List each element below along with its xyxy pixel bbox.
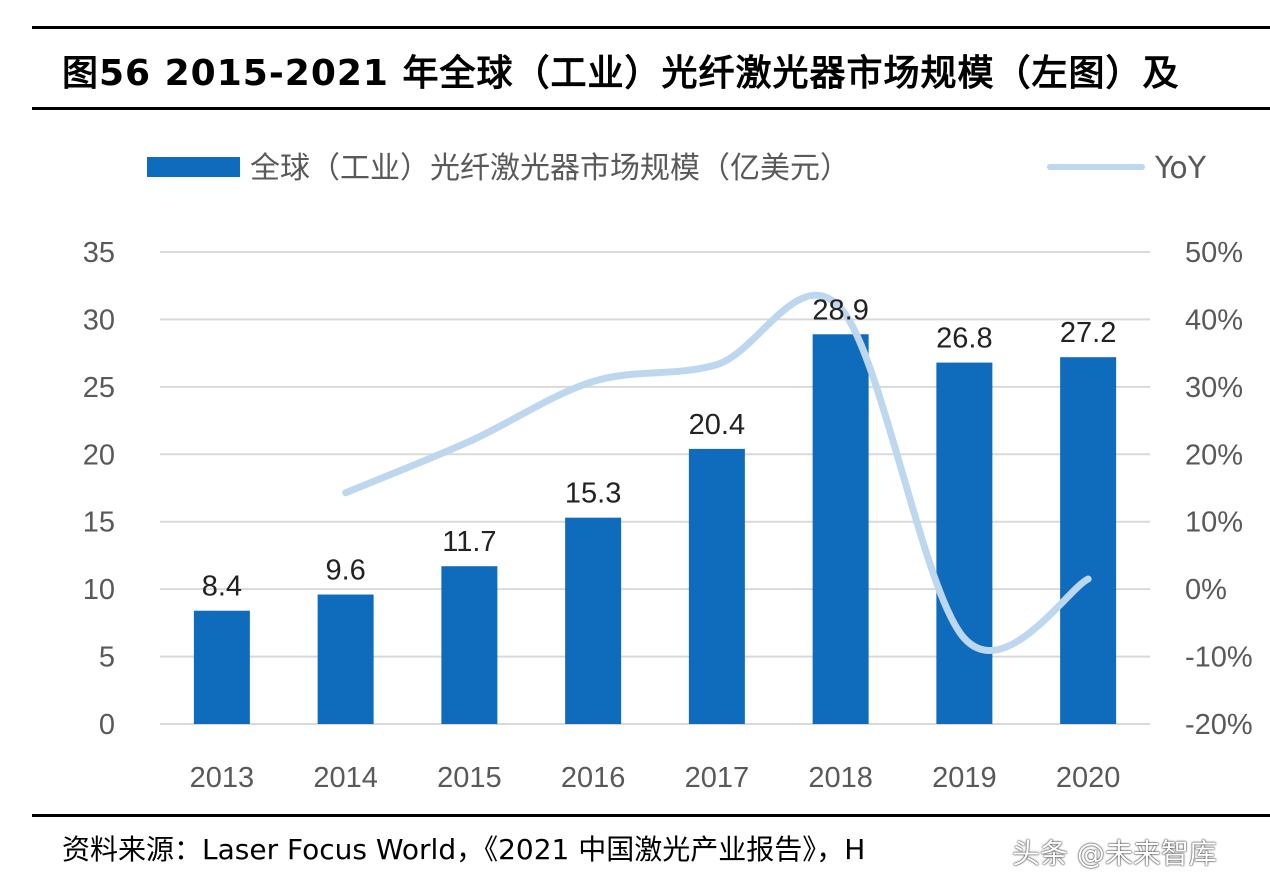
- y-left-tick-label: 35: [83, 237, 115, 269]
- x-tick-label: 2013: [190, 762, 255, 794]
- x-tick-label: 2017: [685, 762, 750, 794]
- y-right-tick-label: -10%: [1185, 642, 1253, 674]
- y-right-tick-label: 30%: [1185, 372, 1243, 404]
- y-left-tick-label: 30: [83, 304, 115, 336]
- source-note: 资料来源：Laser Focus World，《2021 中国激光产业报告》，H: [62, 833, 866, 866]
- y-right-tick-label: 10%: [1185, 507, 1243, 539]
- x-tick-label: 2018: [808, 762, 873, 794]
- legend-swatch-bar: [147, 157, 240, 177]
- bar: [441, 566, 498, 724]
- y-left-tick-label: 0: [99, 709, 115, 741]
- data-label: 8.4: [202, 571, 242, 603]
- y-left-tick-label: 5: [99, 642, 115, 674]
- legend-label-line: YoY: [1154, 151, 1207, 186]
- data-label: 27.2: [1060, 317, 1116, 349]
- bar: [193, 610, 250, 724]
- top-rule: [32, 26, 1270, 29]
- data-label: 28.9: [812, 294, 868, 326]
- x-tick-label: 2019: [932, 762, 997, 794]
- x-tick-label: 2020: [1056, 762, 1121, 794]
- bar: [1060, 357, 1117, 724]
- y-right-tick-label: 20%: [1185, 439, 1243, 471]
- data-label: 20.4: [689, 409, 745, 441]
- data-label: 15.3: [565, 478, 621, 510]
- x-tick-label: 2014: [313, 762, 378, 794]
- data-label: 11.7: [442, 526, 496, 558]
- title-rule: [32, 107, 1270, 110]
- y-right-tick-label: 0%: [1185, 574, 1227, 606]
- legend: 全球（工业）光纤激光器市场规模（亿美元） YoY: [147, 151, 1207, 186]
- watermark: 头条 @未来智库: [1012, 837, 1217, 870]
- y-left-tick-label: 15: [83, 507, 115, 539]
- y-right-tick-label: 40%: [1185, 304, 1243, 336]
- y-left-tick-label: 25: [83, 372, 115, 404]
- x-tick-label: 2016: [561, 762, 626, 794]
- bar: [812, 334, 869, 724]
- data-label: 26.8: [936, 323, 992, 355]
- legend-label-bar: 全球（工业）光纤激光器市场规模（亿美元）: [250, 151, 850, 186]
- chart-title: 图56 2015-2021 年全球（工业）光纤激光器市场规模（左图）及: [62, 53, 1180, 94]
- x-tick-label: 2015: [437, 762, 502, 794]
- y-left-tick-label: 10: [83, 574, 115, 606]
- yoy-line: [342, 291, 1092, 654]
- bar: [936, 362, 993, 724]
- bottom-rule: [32, 814, 1270, 817]
- bar: [317, 594, 374, 724]
- y-right-tick-label: -20%: [1185, 709, 1253, 741]
- data-label: 9.6: [325, 555, 365, 587]
- y-left-tick-label: 20: [83, 439, 115, 471]
- bar: [688, 448, 745, 724]
- y-right-tick-label: 50%: [1185, 237, 1243, 269]
- bar: [565, 517, 622, 724]
